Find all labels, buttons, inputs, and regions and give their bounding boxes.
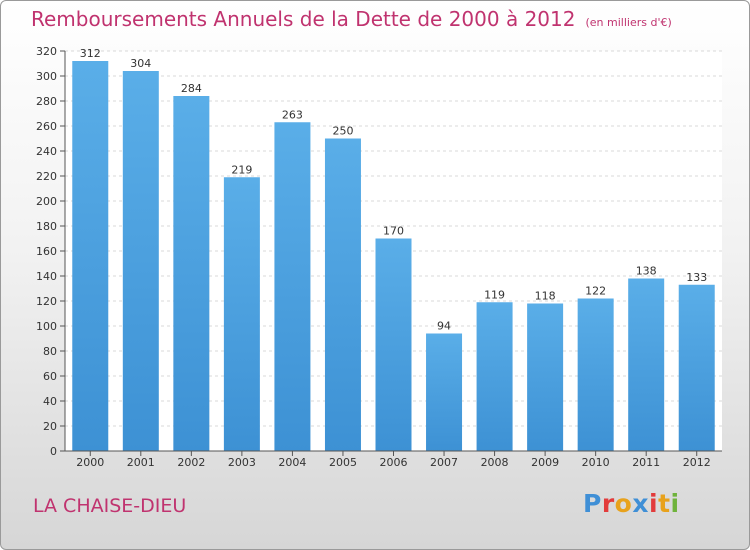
y-tick-label: 60: [43, 370, 57, 383]
x-tick-label-2005: 2005: [329, 456, 357, 469]
y-tick-label: 220: [36, 170, 57, 183]
bar-2000: [72, 61, 109, 451]
x-tick-label-2011: 2011: [632, 456, 660, 469]
bar-2007: [426, 333, 463, 451]
chart-title-block: Remboursements Annuels de la Dette de 20…: [31, 7, 672, 31]
bar-2009: [527, 303, 564, 451]
x-tick-label-2012: 2012: [683, 456, 711, 469]
city-name: LA CHAISE-DIEU: [33, 495, 187, 517]
y-tick-label: 240: [36, 145, 57, 158]
x-tick-label-2000: 2000: [76, 456, 104, 469]
y-tick-label: 120: [36, 295, 57, 308]
bar-2001: [122, 71, 159, 451]
x-tick-label-2004: 2004: [278, 456, 306, 469]
x-tick-label-2003: 2003: [228, 456, 256, 469]
data-label-2008: 119: [484, 288, 505, 301]
y-tick-label: 260: [36, 120, 57, 133]
bar-2006: [375, 238, 412, 451]
y-tick-label: 140: [36, 270, 57, 283]
logo-letter: r: [601, 489, 615, 518]
data-label-2006: 170: [383, 225, 404, 238]
data-label-2004: 263: [282, 108, 303, 121]
data-label-2000: 312: [80, 47, 101, 60]
bar-2003: [223, 177, 260, 451]
bar-2002: [173, 96, 210, 451]
y-tick-label: 280: [36, 95, 57, 108]
data-label-2009: 118: [535, 290, 556, 303]
logo-letter: P: [583, 489, 602, 518]
x-tick-label-2007: 2007: [430, 456, 458, 469]
bar-2008: [476, 302, 513, 451]
x-tick-label-2008: 2008: [481, 456, 509, 469]
data-label-2001: 304: [130, 57, 151, 70]
bar-2004: [274, 122, 311, 451]
y-tick-label: 20: [43, 420, 57, 433]
x-tick-label-2002: 2002: [177, 456, 205, 469]
bar-2010: [577, 298, 614, 451]
y-tick-label: 320: [36, 45, 57, 58]
data-label-2011: 138: [636, 265, 657, 278]
data-label-2007: 94: [437, 320, 451, 333]
proxiti-logo: Proxiti: [583, 489, 680, 518]
y-tick-label: 180: [36, 220, 57, 233]
x-tick-label-2009: 2009: [531, 456, 559, 469]
x-tick-label-2006: 2006: [380, 456, 408, 469]
y-tick-label: 200: [36, 195, 57, 208]
bar-2011: [628, 278, 665, 451]
bar-2012: [678, 284, 715, 451]
x-tick-label-2001: 2001: [127, 456, 155, 469]
logo-letter: t: [658, 489, 671, 518]
logo-letter: x: [632, 489, 649, 518]
data-label-2010: 122: [585, 285, 606, 298]
y-tick-label: 0: [50, 445, 57, 458]
bar-2005: [324, 138, 361, 451]
data-label-2002: 284: [181, 82, 202, 95]
data-label-2012: 133: [686, 271, 707, 284]
chart-title: Remboursements Annuels de la Dette de 20…: [31, 7, 576, 31]
y-tick-label: 80: [43, 345, 57, 358]
x-tick-label-2010: 2010: [582, 456, 610, 469]
logo-letter: i: [649, 489, 659, 518]
logo-letter: i: [670, 489, 680, 518]
logo-letter: o: [614, 489, 633, 518]
data-label-2003: 219: [231, 163, 252, 176]
y-tick-label: 160: [36, 245, 57, 258]
y-tick-label: 40: [43, 395, 57, 408]
data-label-2005: 250: [332, 125, 353, 138]
y-tick-label: 300: [36, 70, 57, 83]
y-tick-label: 100: [36, 320, 57, 333]
chart-subtitle: (en milliers d'€): [585, 16, 672, 29]
